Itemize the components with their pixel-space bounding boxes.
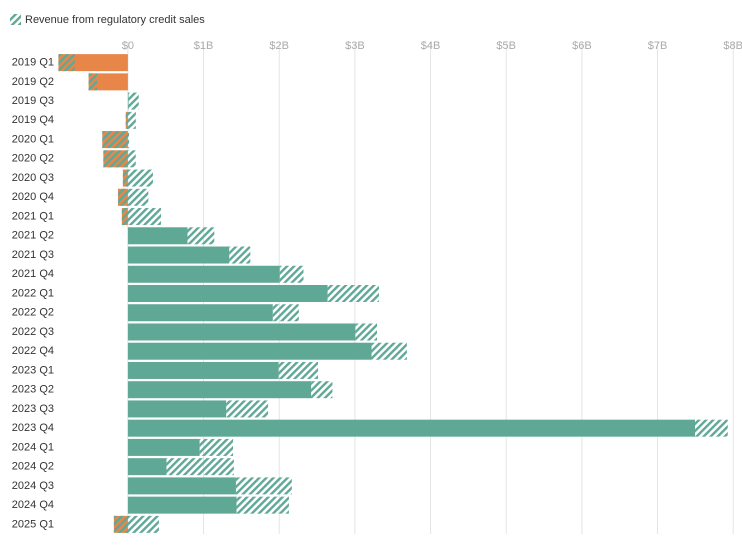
- y-tick-label: 2023 Q3: [12, 403, 54, 415]
- y-tick-label: 2020 Q3: [12, 172, 54, 184]
- credit-bar: [695, 419, 728, 437]
- credit-bar: [229, 246, 251, 264]
- credit-bar: [88, 73, 98, 91]
- bar: [127, 438, 200, 456]
- x-tick-label: $0: [122, 40, 134, 52]
- credit-bar: [102, 131, 130, 149]
- y-tick-label: 2023 Q2: [12, 384, 54, 396]
- bar: [127, 265, 280, 283]
- y-tick-label: 2025 Q1: [12, 518, 54, 530]
- bar: [127, 246, 230, 264]
- credit-bar: [355, 323, 377, 341]
- credit-bar: [327, 285, 379, 302]
- x-tick-label: $7B: [648, 40, 668, 52]
- y-tick-label: 2022 Q3: [12, 326, 54, 338]
- bar: [127, 92, 129, 110]
- bar: [88, 73, 128, 91]
- y-tick-label: 2024 Q1: [12, 441, 54, 453]
- x-tick-label: $5B: [496, 40, 516, 52]
- x-tick-label: $3B: [345, 40, 365, 52]
- credit-bar: [122, 169, 153, 187]
- y-tick-label: 2022 Q1: [12, 287, 54, 299]
- x-tick-label: $2B: [269, 40, 289, 52]
- y-tick-label: 2019 Q4: [12, 114, 54, 126]
- credit-bar: [113, 515, 159, 533]
- bar: [127, 285, 328, 302]
- y-tick-label: 2024 Q2: [12, 461, 54, 473]
- y-tick-label: 2019 Q2: [12, 76, 54, 88]
- credit-bar: [236, 496, 289, 514]
- credit-bar: [235, 477, 292, 495]
- credit-bar: [58, 54, 75, 72]
- credit-bar: [279, 265, 304, 283]
- legend-swatch: [10, 14, 21, 25]
- legend-label: Revenue from regulatory credit sales: [25, 14, 205, 26]
- y-tick-label: 2022 Q2: [12, 307, 54, 319]
- bar: [127, 361, 279, 379]
- credit-bar: [128, 92, 139, 110]
- bar: [127, 419, 696, 437]
- credit-bar: [272, 304, 299, 322]
- y-tick-label: 2023 Q4: [12, 422, 54, 434]
- bar: [58, 54, 128, 72]
- bar: [127, 496, 237, 514]
- bar: [127, 227, 188, 245]
- credit-bar: [311, 381, 333, 399]
- y-tick-label: 2022 Q4: [12, 345, 54, 357]
- bar: [127, 381, 312, 399]
- y-tick-label: 2024 Q4: [12, 499, 54, 511]
- y-tick-label: 2021 Q3: [12, 249, 54, 261]
- y-tick-label: 2019 Q3: [12, 95, 54, 107]
- bar: [127, 304, 273, 322]
- credit-bar: [166, 458, 234, 476]
- x-tick-label: $8B: [723, 40, 742, 52]
- y-tick-label: 2020 Q2: [12, 153, 54, 165]
- x-tick-label: $6B: [572, 40, 592, 52]
- credit-bar: [125, 111, 136, 129]
- bar: [127, 400, 227, 418]
- bar: [127, 323, 356, 341]
- credit-bar: [199, 438, 234, 456]
- credit-bar: [278, 361, 319, 379]
- credit-bar: [226, 400, 269, 418]
- credit-bar: [121, 208, 162, 226]
- bar: [127, 477, 236, 495]
- y-tick-label: 2020 Q4: [12, 191, 54, 203]
- y-tick-label: 2024 Q3: [12, 480, 54, 492]
- x-tick-label: $4B: [421, 40, 441, 52]
- y-tick-label: 2021 Q4: [12, 268, 54, 280]
- credit-bar: [103, 150, 136, 168]
- y-tick-label: 2023 Q1: [12, 364, 54, 376]
- y-tick-label: 2021 Q1: [12, 210, 54, 222]
- credit-bar: [187, 227, 215, 245]
- bar: [127, 342, 372, 360]
- x-tick-label: $1B: [194, 40, 214, 52]
- y-tick-label: 2020 Q1: [12, 133, 54, 145]
- y-tick-label: 2019 Q1: [12, 57, 54, 69]
- y-tick-label: 2021 Q2: [12, 230, 54, 242]
- credit-bar: [117, 188, 149, 206]
- bar: [127, 458, 167, 476]
- credit-bar: [371, 342, 407, 360]
